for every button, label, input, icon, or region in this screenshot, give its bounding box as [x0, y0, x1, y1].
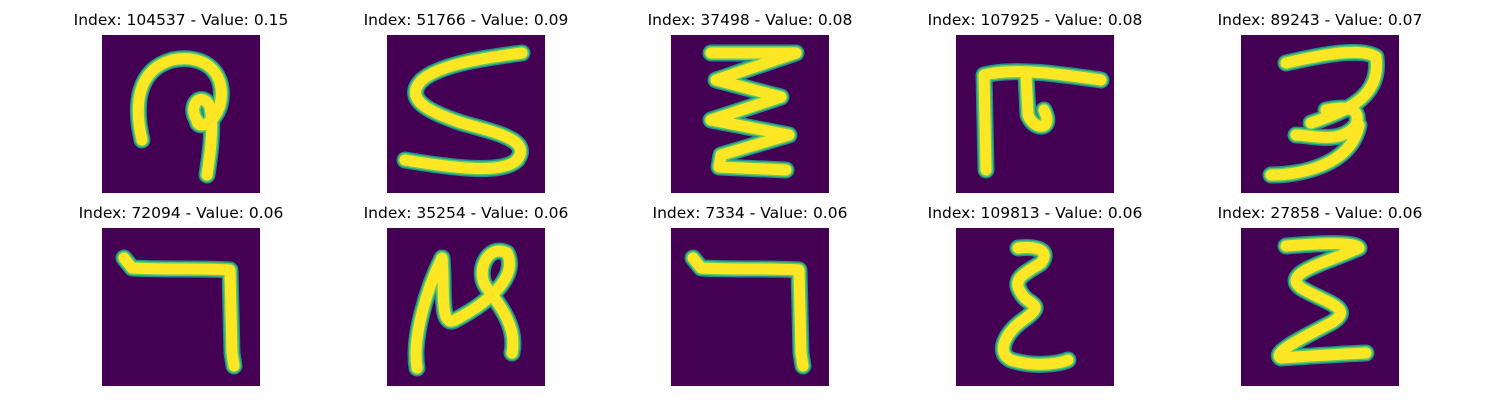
panel-title: Index: 89243 - Value: 0.07 [1217, 11, 1423, 29]
glyph-stroke [978, 66, 1107, 176]
hook-loop-icon [102, 35, 260, 193]
glyph-stroke [399, 47, 528, 174]
seven-like-icon [671, 228, 829, 386]
s-curve-icon [387, 35, 545, 193]
panel-title: Index: 72094 - Value: 0.06 [78, 204, 284, 222]
glyph-stroke [705, 47, 802, 176]
digit-image [102, 228, 260, 386]
digit-image [1241, 228, 1399, 386]
sigma-like-icon [1241, 228, 1399, 386]
digit-image [956, 228, 1114, 386]
digit-image [671, 35, 829, 193]
zigzag-icon [671, 35, 829, 193]
panel-title: Index: 35254 - Value: 0.06 [363, 204, 569, 222]
panel-title: Index: 107925 - Value: 0.08 [927, 11, 1143, 29]
glyph-stroke [1020, 69, 1053, 132]
digit-image [1241, 35, 1399, 193]
epsilon-like-icon [956, 228, 1114, 386]
panel-title: Index: 51766 - Value: 0.09 [363, 11, 569, 29]
digit-image [956, 35, 1114, 193]
three-like-icon [1241, 35, 1399, 193]
n-loop-icon [387, 228, 545, 386]
glyph-stroke [118, 252, 240, 372]
glyph-stroke [449, 245, 519, 359]
digit-image [102, 35, 260, 193]
panel-title: Index: 37498 - Value: 0.08 [647, 11, 853, 29]
glyph-stroke [1273, 238, 1372, 364]
digit-image [387, 228, 545, 386]
glyph-stroke [687, 252, 809, 372]
glyph-stroke [188, 94, 218, 181]
glyph-stroke [1265, 119, 1365, 181]
glyph-stroke [997, 242, 1074, 370]
pi-like-icon [956, 35, 1114, 193]
seven-like-icon [102, 228, 260, 386]
panel-title: Index: 7334 - Value: 0.06 [652, 204, 848, 222]
digit-image [387, 35, 545, 193]
panel-title: Index: 104537 - Value: 0.15 [73, 11, 289, 29]
glyph-stroke [410, 252, 461, 374]
panel-title: Index: 27858 - Value: 0.06 [1217, 204, 1423, 222]
digit-image [671, 228, 829, 386]
panel-title: Index: 109813 - Value: 0.06 [927, 204, 1143, 222]
